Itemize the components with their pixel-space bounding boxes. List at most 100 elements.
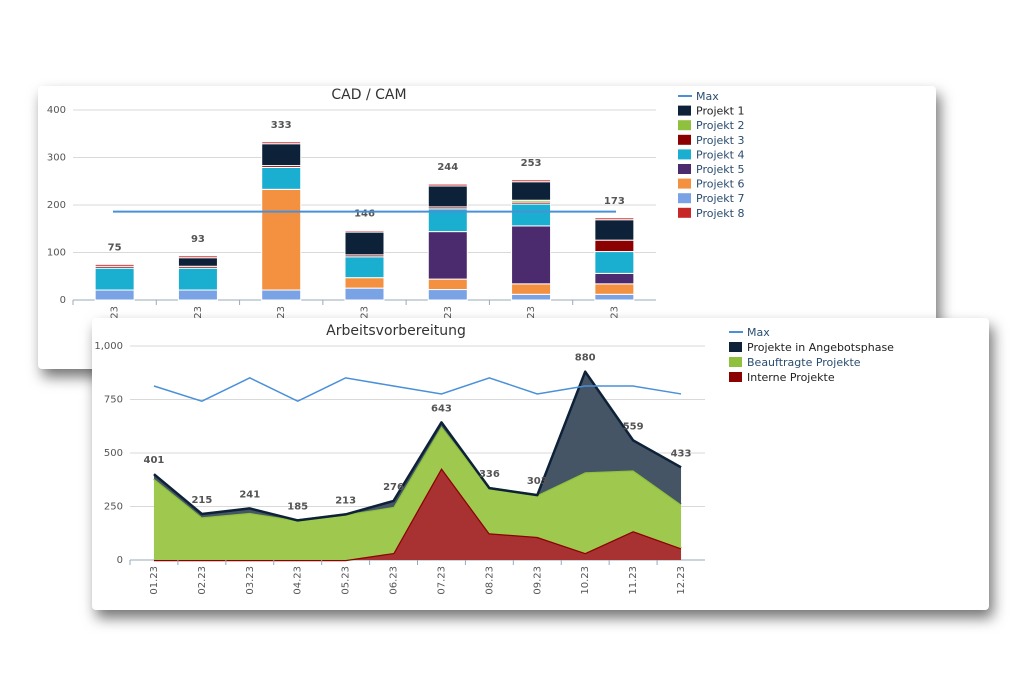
bar-segment-projekt-4	[511, 203, 552, 227]
bar-segment-projekt-5	[511, 225, 552, 285]
y-tick-label: 100	[47, 248, 66, 259]
x-tick-label: 01.23	[149, 566, 160, 595]
legend-swatch	[729, 342, 742, 352]
legend-swatch	[678, 178, 691, 189]
bar-total-label: 333	[271, 120, 292, 131]
y-tick-label: 0	[60, 295, 66, 306]
bar-total-label: 253	[521, 158, 542, 169]
legend-item-label: Projekte in Angebotsphase	[747, 341, 894, 354]
bar-segment-projekt-7	[594, 293, 635, 301]
area-total-label: 303	[527, 476, 548, 487]
area-edge-projekte-in-angebotsphase	[153, 370, 682, 522]
y-tick-label: 1,000	[94, 341, 123, 352]
bar-segment-projekt-6	[344, 277, 385, 289]
area-beauftragte-projekte	[153, 426, 682, 560]
chart-title: CAD / CAM	[331, 87, 406, 103]
bar-segment-projekt-7	[344, 287, 385, 301]
bar-segment-projekt-8	[344, 230, 385, 233]
legend-swatch	[729, 357, 742, 367]
bar-segment-projekt-1	[511, 181, 552, 201]
bar-segment-projekt-1	[344, 231, 385, 256]
legend-swatch	[678, 164, 691, 174]
x-tick-label: 06.23	[389, 566, 400, 595]
bar-segment-projekt-7	[177, 289, 218, 301]
area-total-label: 336	[479, 469, 500, 480]
bar-segment-projekt-8	[177, 255, 218, 259]
legend-item-label: Max	[696, 90, 719, 103]
x-tick-label: 023	[193, 306, 204, 325]
legend-item-label: Projekt 7	[696, 192, 744, 205]
bar-segment-projekt-5	[427, 231, 468, 280]
bar-total-label: 173	[604, 196, 625, 207]
bar-segment-projekt-8	[427, 183, 468, 187]
legend-item-label: Projekt 8	[696, 207, 744, 220]
area-total-label: 215	[191, 495, 212, 506]
bar-segment-projekt-7	[94, 289, 135, 301]
x-tick-label: 02.23	[197, 566, 208, 595]
bar-segment-projekt-4	[344, 256, 385, 279]
area-total-label: 433	[671, 448, 692, 459]
y-tick-label: 300	[47, 153, 66, 164]
x-tick-label: 023	[609, 306, 620, 325]
legend-item-label: Projekt 6	[696, 178, 744, 191]
bar-segment-projekt-6	[511, 283, 552, 295]
bar-segment-projekt-6	[594, 283, 635, 295]
bar-segment-projekt-6	[427, 278, 468, 291]
bar-total-label: 244	[437, 162, 458, 173]
bar-segment-projekt-1	[427, 185, 468, 208]
bar-segment-projekt-4	[94, 267, 135, 291]
legend-swatch	[678, 207, 691, 218]
legend-item-label: Interne Projekte	[747, 371, 835, 384]
bar-total-label: 146	[354, 209, 375, 220]
area-total-label: 241	[239, 489, 260, 500]
legend-item-label: Projekt 2	[696, 119, 744, 132]
y-tick-label: 0	[117, 555, 123, 566]
bar-segment-projekt-4	[594, 251, 635, 274]
x-tick-label: 04.23	[293, 566, 304, 595]
y-tick-label: 400	[47, 105, 66, 116]
x-tick-label: 023	[276, 306, 287, 325]
max-line	[153, 377, 682, 403]
x-tick-label: 023	[526, 306, 537, 325]
legend-swatch	[678, 134, 691, 145]
bar-segment-projekt-4	[177, 267, 218, 291]
bar-segment-projekt-4	[261, 166, 302, 190]
area-total-label: 880	[575, 353, 596, 364]
x-tick-label: 023	[110, 306, 121, 325]
x-tick-label: 08.23	[484, 566, 495, 595]
x-tick-label: 03.23	[245, 566, 256, 595]
x-tick-label: 023	[360, 306, 371, 325]
legend-item-label: Projekt 5	[696, 163, 744, 176]
y-tick-label: 250	[104, 502, 123, 513]
bar-segment-projekt-7	[261, 289, 302, 301]
bar-total-label: 93	[191, 234, 205, 245]
legend-swatch	[678, 105, 691, 116]
x-tick-label: 07.23	[436, 566, 447, 595]
area-interne-projekte	[153, 467, 682, 560]
bar-segment-projekt-8	[261, 141, 302, 145]
bar-total-label: 75	[108, 242, 122, 253]
chart-title: Arbeitsvorbereitung	[326, 323, 466, 339]
y-tick-label: 750	[104, 395, 123, 406]
x-tick-label: 05.23	[341, 566, 352, 595]
legend-item-label: Beauftragte Projekte	[747, 356, 861, 369]
legend-item-label: Projekt 1	[696, 105, 744, 118]
bar-segment-projekt-8	[94, 263, 135, 267]
x-tick-label: 09.23	[532, 566, 543, 595]
bar-segment-projekt-5	[594, 272, 635, 285]
bar-segment-projekt-3	[594, 239, 635, 253]
arbeitsvorbereitung-chart: Arbeitsvorbereitung 0 250 500 750 1,000 01.23 4…	[94, 323, 894, 595]
bar-segment-projekt-1	[261, 143, 302, 167]
bar-segment-projekt-1	[594, 219, 635, 241]
area-total-label: 643	[431, 403, 452, 414]
y-tick-label: 500	[104, 448, 123, 459]
area-total-label: 213	[335, 495, 356, 506]
bar-segment-projekt-8	[511, 179, 552, 183]
legend-item-label: Projekt 4	[696, 148, 744, 161]
legend-swatch	[678, 149, 691, 160]
x-tick-label: 10.23	[580, 566, 591, 595]
y-tick-label: 200	[47, 200, 66, 211]
bar-segment-projekt-8	[594, 217, 635, 221]
legend-item-label: Projekt 3	[696, 134, 744, 147]
legend-swatch	[729, 372, 742, 382]
